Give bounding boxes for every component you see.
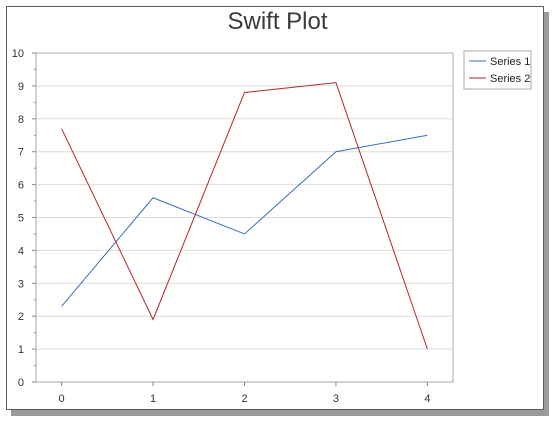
y-tick-label: 0 [18,377,24,389]
y-tick-label: 3 [18,278,24,290]
y-tick-label: 4 [18,245,24,257]
x-tick-label: 3 [333,393,339,405]
y-tick-label: 8 [18,114,24,126]
x-tick-label: 0 [59,393,65,405]
x-tick-label: 2 [241,393,247,405]
y-tick-label: 2 [18,311,24,323]
x-tick-label: 4 [424,393,430,405]
y-tick-label: 9 [18,81,24,93]
y-tick-label: 10 [12,48,24,60]
legend-label-1: Series 1 [490,56,530,68]
y-tick-label: 6 [18,180,24,192]
y-tick-label: 7 [18,147,24,159]
legend-label-2: Series 2 [490,73,530,85]
series-line-2 [61,82,428,350]
x-tick-label: 1 [150,393,156,405]
y-tick-label: 1 [18,344,24,356]
chart-title: Swift Plot [227,8,328,35]
series-line-1 [61,134,428,307]
y-tick-label: 5 [18,213,24,225]
legend-box [463,50,532,90]
